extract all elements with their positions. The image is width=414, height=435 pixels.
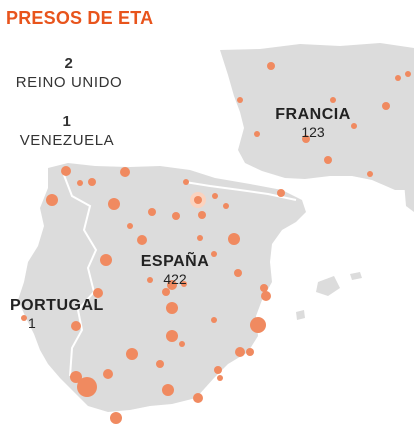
prison-dot [267, 62, 275, 70]
prison-dot [127, 223, 133, 229]
prison-dot [211, 251, 217, 257]
prison-dot [197, 235, 203, 241]
prison-dot [254, 131, 260, 137]
prison-dot [250, 317, 266, 333]
iberia-land [18, 163, 306, 412]
prison-dot [156, 360, 164, 368]
prisoner-dots [21, 62, 411, 424]
mallorca-island [316, 276, 340, 296]
prison-dot [46, 194, 58, 206]
prison-dot [277, 189, 285, 197]
prison-dot [167, 280, 177, 290]
prison-dot [395, 75, 401, 81]
prison-dot [324, 156, 332, 164]
prison-dot [126, 348, 138, 360]
prison-dot [382, 102, 390, 110]
prison-dot [147, 277, 153, 283]
menorca-island [350, 272, 362, 280]
prison-dot [21, 315, 27, 321]
prison-dot [261, 291, 271, 301]
prison-dot [70, 371, 82, 383]
prison-dot [228, 233, 240, 245]
prison-dot [108, 198, 120, 210]
prison-dot [367, 171, 373, 177]
prison-dot [77, 180, 83, 186]
prison-dot [110, 412, 122, 424]
espana-name: ESPAÑA [140, 253, 210, 270]
prison-dot [179, 341, 185, 347]
prison-dot [405, 71, 411, 77]
outside-count-reino-unido: 2 REINO UNIDO [2, 55, 136, 91]
prison-dot [172, 212, 180, 220]
corsica-island [404, 176, 414, 212]
spain-france-border [184, 181, 297, 201]
francia-count: 123 [301, 124, 325, 140]
prison-dot [103, 369, 113, 379]
prison-dot [235, 347, 245, 357]
prison-dot [234, 269, 242, 277]
prison-dot [162, 288, 170, 296]
prison-dot [214, 366, 222, 374]
prison-dot [93, 288, 103, 298]
prison-dot [148, 208, 156, 216]
prison-dot [351, 123, 357, 129]
map-title: PRESOS DE ETA [6, 8, 154, 28]
portugal-count: 1 [28, 315, 36, 331]
prison-dot [181, 281, 187, 287]
prison-dot [212, 193, 218, 199]
prison-dot [137, 235, 147, 245]
prison-dot [223, 203, 229, 209]
prison-dot [77, 377, 97, 397]
prison-dot [71, 321, 81, 331]
country-label-francia: FRANCIA 123 [258, 106, 368, 140]
prison-dot [237, 97, 243, 103]
ibiza-island [296, 310, 305, 320]
spain-portugal-border [61, 169, 98, 377]
prison-dot [166, 302, 178, 314]
outside-count-venezuela: 1 VENEZUELA [2, 113, 132, 149]
prison-dot [166, 330, 178, 342]
france-land [220, 43, 414, 190]
country-label-espana: ESPAÑA 422 [120, 253, 230, 287]
reino-unido-name: REINO UNIDO [15, 74, 123, 91]
prison-dot [246, 348, 254, 356]
prison-dot [193, 393, 203, 403]
prison-dot [100, 254, 112, 266]
country-label-portugal: PORTUGAL 1 [8, 297, 134, 331]
prison-dot [260, 284, 268, 292]
prison-dot [183, 179, 189, 185]
prison-dot [61, 166, 71, 176]
prison-dot [211, 317, 217, 323]
venezuela-name: VENEZUELA [19, 132, 115, 149]
prison-dot [120, 167, 130, 177]
espana-count: 422 [163, 271, 187, 287]
prison-dot [330, 97, 336, 103]
prison-dot [162, 384, 174, 396]
prison-dot [217, 375, 223, 381]
prison-dot [194, 196, 202, 204]
prison-dot [302, 135, 310, 143]
prison-dot [198, 211, 206, 219]
venezuela-count: 1 [62, 113, 72, 130]
portugal-name: PORTUGAL [10, 297, 104, 314]
francia-name: FRANCIA [275, 106, 351, 123]
prison-dot [88, 178, 96, 186]
reino-unido-count: 2 [64, 55, 74, 72]
